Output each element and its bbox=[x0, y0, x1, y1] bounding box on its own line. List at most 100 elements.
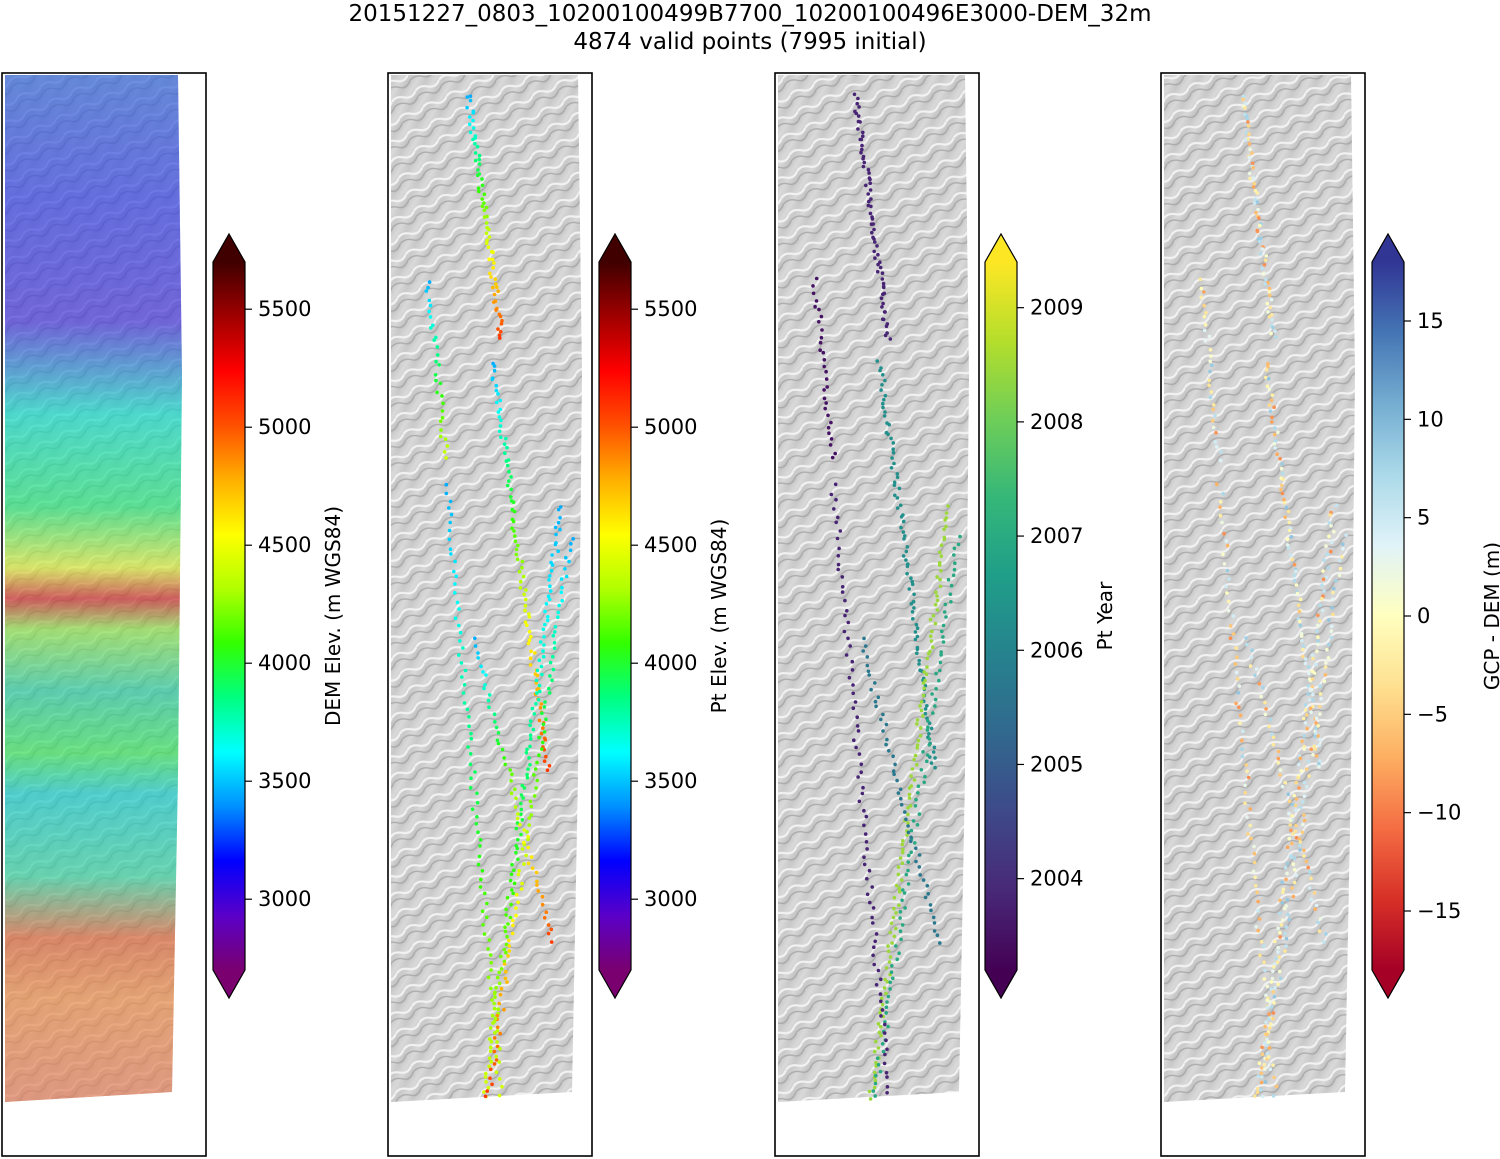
data-point bbox=[1221, 491, 1225, 496]
data-point bbox=[493, 277, 498, 282]
data-point bbox=[876, 262, 880, 267]
data-point bbox=[1209, 354, 1213, 359]
data-point bbox=[443, 437, 448, 442]
data-point bbox=[1331, 612, 1335, 617]
data-point bbox=[1222, 531, 1226, 536]
data-point bbox=[922, 780, 926, 785]
data-point bbox=[1330, 606, 1334, 610]
data-point bbox=[1301, 654, 1305, 659]
data-point bbox=[547, 691, 552, 695]
data-point bbox=[528, 723, 532, 728]
data-point bbox=[1266, 1055, 1271, 1059]
data-point bbox=[885, 1091, 889, 1095]
data-point bbox=[535, 778, 540, 783]
data-point bbox=[896, 791, 901, 795]
data-point bbox=[870, 915, 874, 920]
data-point bbox=[478, 844, 482, 848]
data-point bbox=[508, 915, 513, 920]
data-point bbox=[475, 815, 479, 819]
data-point bbox=[1267, 314, 1272, 319]
data-point bbox=[1265, 1005, 1270, 1010]
data-point bbox=[1326, 566, 1331, 570]
data-point bbox=[486, 245, 491, 249]
colorbar-gradient bbox=[985, 262, 1017, 970]
data-point bbox=[868, 900, 872, 905]
data-point bbox=[952, 546, 957, 551]
data-point bbox=[494, 388, 499, 393]
data-point bbox=[822, 388, 826, 392]
data-point bbox=[457, 607, 461, 611]
data-point bbox=[835, 536, 840, 541]
data-point bbox=[859, 150, 863, 155]
colorbar-tick-label: 3000 bbox=[644, 887, 697, 911]
data-point bbox=[1314, 726, 1318, 731]
data-point bbox=[880, 1008, 885, 1012]
data-point bbox=[873, 1081, 878, 1086]
data-point bbox=[847, 675, 852, 680]
colorbar-outline bbox=[1371, 232, 1405, 1000]
data-point bbox=[1315, 649, 1319, 653]
data-point bbox=[921, 714, 925, 718]
data-point bbox=[870, 217, 875, 221]
data-point bbox=[1273, 962, 1277, 966]
data-point bbox=[1243, 106, 1247, 110]
data-point bbox=[514, 796, 518, 801]
data-point bbox=[856, 729, 861, 733]
data-point bbox=[542, 759, 547, 763]
data-point bbox=[1284, 505, 1289, 510]
data-point bbox=[909, 835, 913, 840]
data-point bbox=[863, 644, 868, 648]
data-point bbox=[933, 704, 937, 708]
data-point bbox=[520, 881, 524, 886]
data-point bbox=[894, 944, 898, 948]
data-point bbox=[846, 636, 850, 641]
data-point bbox=[1263, 1080, 1268, 1084]
data-point bbox=[550, 678, 554, 683]
data-point bbox=[829, 420, 833, 425]
data-point bbox=[508, 878, 513, 883]
data-point bbox=[432, 338, 437, 342]
data-point bbox=[871, 953, 875, 958]
data-point bbox=[504, 950, 508, 955]
data-point bbox=[1219, 450, 1223, 454]
data-point bbox=[526, 837, 530, 842]
data-point bbox=[872, 945, 876, 949]
data-point bbox=[918, 734, 923, 738]
data-point bbox=[886, 994, 891, 999]
data-point bbox=[1314, 721, 1318, 725]
data-point bbox=[900, 861, 905, 865]
data-point bbox=[870, 885, 874, 889]
data-point bbox=[553, 630, 557, 634]
data-point bbox=[532, 712, 537, 716]
data-point bbox=[453, 582, 457, 586]
data-point bbox=[1248, 664, 1253, 668]
data-point bbox=[512, 529, 516, 533]
data-point bbox=[881, 317, 886, 322]
data-point bbox=[1264, 254, 1269, 258]
data-point bbox=[1317, 743, 1322, 747]
data-point bbox=[477, 162, 482, 166]
data-point bbox=[868, 188, 873, 192]
data-point bbox=[469, 731, 473, 736]
data-point bbox=[865, 847, 869, 851]
data-point bbox=[556, 615, 560, 619]
data-point bbox=[925, 759, 929, 764]
data-point bbox=[541, 627, 546, 632]
data-point bbox=[1258, 223, 1262, 228]
data-point bbox=[527, 630, 532, 634]
data-point bbox=[471, 126, 476, 130]
data-point bbox=[1293, 803, 1298, 807]
data-point bbox=[873, 1094, 877, 1098]
data-point bbox=[486, 1086, 491, 1090]
data-point bbox=[486, 698, 491, 703]
data-point bbox=[1307, 671, 1311, 676]
data-point bbox=[1312, 744, 1316, 748]
data-point bbox=[453, 591, 457, 595]
data-point bbox=[543, 622, 547, 627]
data-point bbox=[1283, 865, 1288, 870]
data-point bbox=[497, 970, 502, 975]
data-point bbox=[516, 837, 520, 842]
data-point bbox=[915, 722, 919, 726]
data-point bbox=[1287, 917, 1292, 922]
data-point bbox=[1257, 216, 1261, 220]
